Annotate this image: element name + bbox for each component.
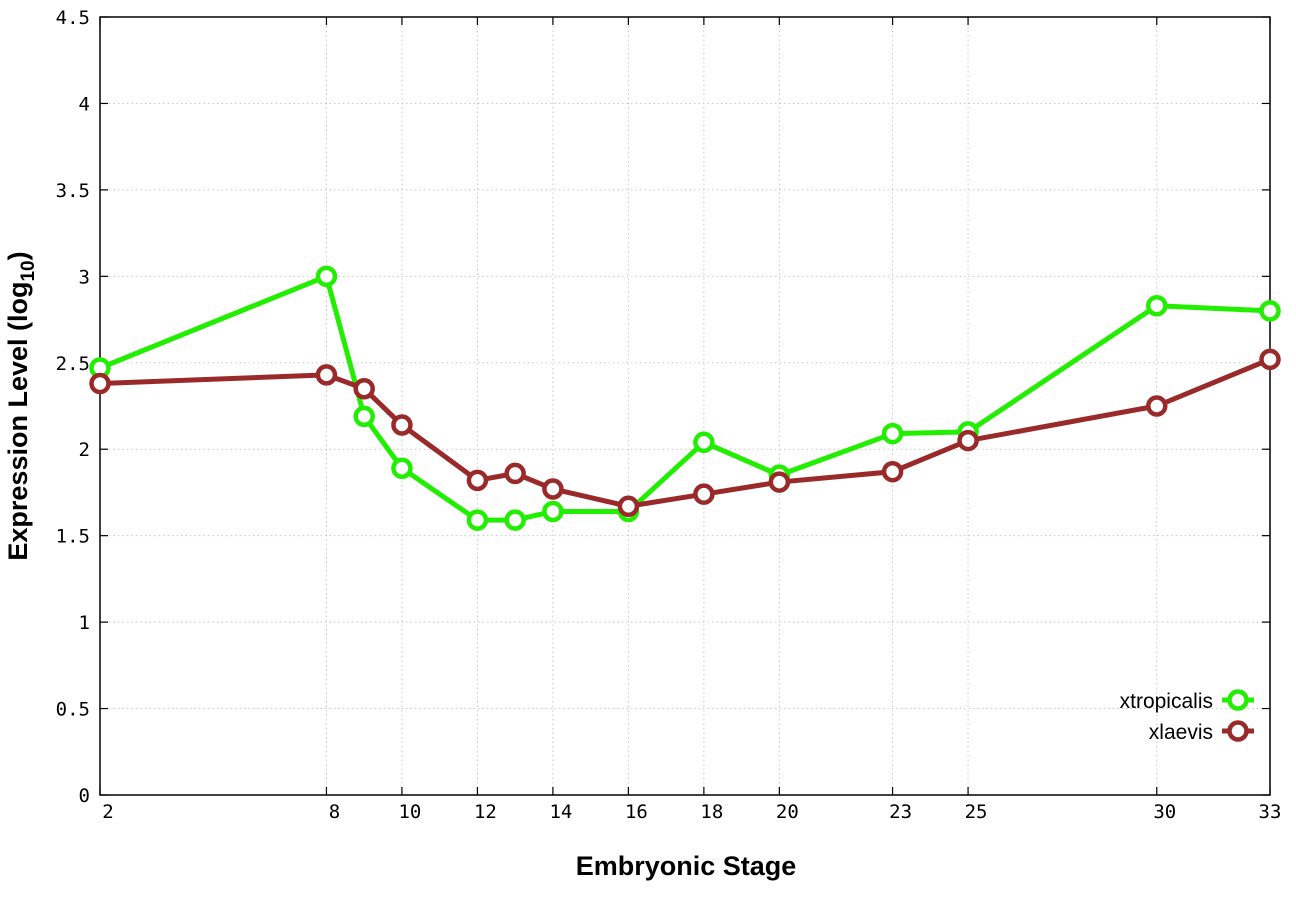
x-tick-label: 10 — [398, 801, 421, 823]
data-point-xtropicalis — [353, 405, 375, 428]
data-point-xtropicalis — [504, 509, 526, 531]
axis-ticks: 0 0.5 1 1.5 2 2.5 3 3.5 4 4.5 2 8 10 12 14 16 18 20 23 25 30… — [56, 7, 1282, 823]
data-point-xlaevis — [957, 429, 979, 452]
x-tick-label: 20 — [776, 801, 799, 823]
x-axis-title: Embryonic Stage — [576, 851, 797, 881]
grid-lines — [100, 17, 1270, 795]
y-tick-label: 1 — [79, 612, 90, 634]
legend-swatch-marker-xlaevis — [1227, 720, 1249, 742]
y-tick-label: 1.5 — [56, 526, 90, 548]
y-tick-label: 0 — [79, 785, 90, 807]
y-tick-label: 4.5 — [56, 7, 90, 29]
data-point-xlaevis — [353, 377, 375, 400]
y-tick-label: 2 — [79, 439, 90, 461]
y-axis-title-end: ) — [3, 251, 33, 260]
y-axis-title-main: Expression Level (log — [3, 282, 33, 561]
y-tick-label: 3.5 — [56, 180, 90, 202]
data-point-xlaevis — [466, 469, 489, 492]
series-layer — [89, 265, 1281, 531]
x-tick-label: 30 — [1153, 801, 1176, 823]
x-tick-label: 25 — [965, 801, 988, 823]
x-tick-label: 14 — [549, 801, 572, 823]
x-tick-label: 12 — [474, 801, 497, 823]
data-point-xtropicalis — [1259, 300, 1281, 322]
data-point-xlaevis — [693, 483, 715, 505]
legend: xtropicalis xlaevis — [1120, 689, 1254, 744]
y-tick-label: 0.5 — [56, 699, 90, 721]
y-axis-title-sub: 10 — [18, 260, 39, 281]
y-tick-label: 3 — [79, 266, 90, 288]
data-point-xlaevis — [89, 372, 111, 395]
data-point-xlaevis — [617, 495, 640, 518]
x-tick-label: 33 — [1259, 801, 1282, 823]
legend-label-xtropicalis: xtropicalis — [1120, 690, 1213, 713]
series-xlaevis — [89, 348, 1281, 518]
y-axis-title: Expression Level (log10) — [3, 251, 39, 560]
data-point-xtropicalis — [542, 500, 564, 523]
series-xtropicalis — [89, 265, 1281, 531]
series-line-xlaevis — [99, 357, 1271, 509]
series-line-xtropicalis — [99, 273, 1271, 523]
data-point-xlaevis — [542, 478, 564, 500]
data-point-xlaevis — [315, 364, 338, 386]
legend-label-xlaevis: xlaevis — [1149, 721, 1213, 744]
x-tick-label: 18 — [700, 801, 723, 823]
data-point-xlaevis — [768, 471, 791, 493]
data-point-xtropicalis — [1146, 294, 1168, 317]
y-tick-label: 4 — [79, 93, 90, 115]
data-point-xlaevis — [1146, 395, 1168, 417]
data-point-xlaevis — [1259, 348, 1281, 371]
x-tick-label: 8 — [329, 801, 340, 823]
x-tick-label: 2 — [102, 801, 113, 823]
data-point-xtropicalis — [466, 509, 489, 531]
x-tick-label: 16 — [625, 801, 648, 823]
data-point-xlaevis — [391, 414, 413, 436]
x-tick-label: 23 — [889, 801, 912, 823]
legend-swatch-marker-xtropicalis — [1227, 689, 1249, 711]
data-point-xtropicalis — [881, 422, 904, 445]
data-point-xlaevis — [504, 462, 526, 485]
y-tick-label: 2.5 — [56, 353, 90, 375]
plot-frame — [99, 16, 1271, 796]
data-point-xtropicalis — [315, 265, 338, 288]
data-point-xtropicalis — [693, 431, 715, 454]
data-point-xlaevis — [881, 460, 904, 483]
data-point-xtropicalis — [391, 457, 413, 479]
